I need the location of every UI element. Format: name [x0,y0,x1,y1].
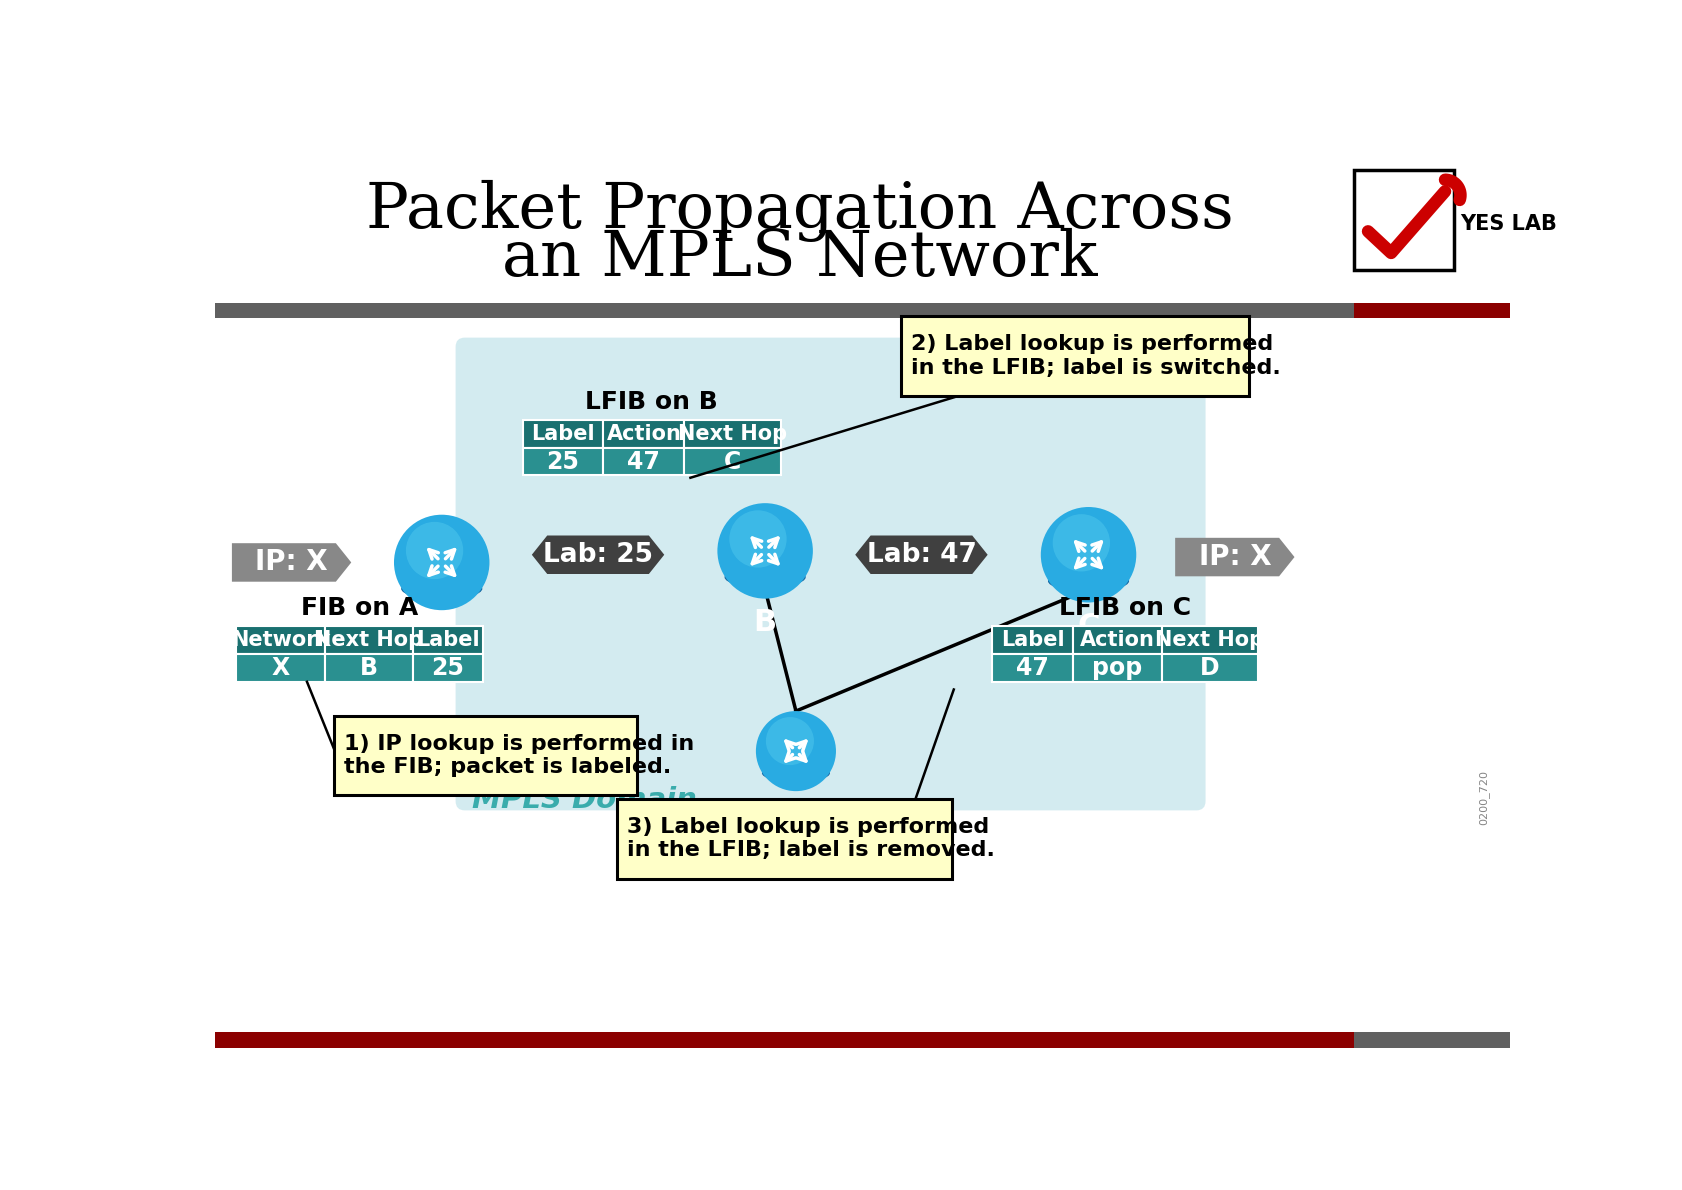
Bar [325,654,414,682]
Text: Label: Label [1001,631,1065,650]
Text: YES LAB: YES LAB [1460,214,1556,233]
Bar [1073,626,1161,655]
Text: B: B [360,656,378,679]
Bar [604,447,685,476]
Text: D: D [1199,656,1219,679]
Text: LFIB on B: LFIB on B [585,390,718,414]
Bar [1161,626,1256,655]
Text: C: C [723,450,740,474]
Text: Label: Label [532,424,594,444]
Bar [235,626,325,655]
FancyBboxPatch shape [902,317,1248,396]
Circle shape [1053,514,1110,571]
Text: Packet Propagation Across: Packet Propagation Across [365,180,1233,242]
Text: 0200_720: 0200_720 [1477,770,1489,825]
FancyBboxPatch shape [456,338,1204,810]
Bar [414,626,483,655]
Text: A: A [429,620,452,649]
Text: 2) Label lookup is performed
in the LFIB; label is switched.: 2) Label lookup is performed in the LFIB… [912,334,1280,377]
Text: IP: X: IP: X [256,549,328,576]
Text: FIB on A: FIB on A [301,596,417,620]
Circle shape [717,503,812,599]
Text: Next Hop: Next Hop [1154,631,1263,650]
Text: X: X [271,656,289,679]
Polygon shape [532,536,664,574]
Bar [685,447,780,476]
Bar [523,420,604,447]
Bar [992,654,1073,682]
Text: pop: pop [1092,656,1142,679]
Ellipse shape [762,764,829,782]
Bar [992,626,1073,655]
Bar [325,626,414,655]
Text: Network: Network [230,631,330,650]
FancyBboxPatch shape [616,798,952,879]
Text: 25: 25 [431,656,464,679]
Text: 47: 47 [1016,656,1048,679]
Bar [235,654,325,682]
Text: LFIB on C: LFIB on C [1058,596,1191,620]
Bar [685,420,780,447]
Bar [523,447,604,476]
Bar [214,1032,1354,1047]
Text: Lab: 47: Lab: 47 [866,541,976,568]
Text: MPLS Domain: MPLS Domain [471,785,696,814]
Text: E: E [785,801,806,829]
Circle shape [755,712,836,791]
Bar [1354,303,1510,319]
Bar [1354,1032,1510,1047]
Circle shape [394,515,489,610]
Circle shape [405,522,463,580]
Bar [1354,170,1453,270]
Text: an MPLS Network: an MPLS Network [501,227,1097,289]
Text: Next Hop: Next Hop [315,631,424,650]
Bar [604,420,685,447]
Circle shape [765,718,814,765]
Circle shape [1039,507,1135,602]
Text: Action: Action [606,424,681,444]
Bar [214,303,1354,319]
Ellipse shape [400,578,483,600]
Text: 47: 47 [627,450,659,474]
Bar [1161,654,1256,682]
Text: 1) IP lookup is performed in
the FIB; packet is labeled.: 1) IP lookup is performed in the FIB; pa… [343,734,693,777]
Text: B: B [754,608,775,637]
Text: Action: Action [1080,631,1154,650]
Polygon shape [854,536,987,574]
Text: Lab: 25: Lab: 25 [543,541,653,568]
FancyBboxPatch shape [333,716,637,795]
Bar [414,654,483,682]
Polygon shape [232,543,352,582]
Text: Next Hop: Next Hop [678,424,787,444]
Bar [1073,654,1161,682]
Polygon shape [1174,538,1293,576]
Text: 3) Label lookup is performed
in the LFIB; label is removed.: 3) Label lookup is performed in the LFIB… [626,818,994,860]
Text: 25: 25 [547,450,579,474]
Text: C: C [1076,612,1098,640]
Circle shape [728,511,785,568]
Text: IP: X: IP: X [1198,543,1270,571]
Ellipse shape [1048,570,1129,591]
Ellipse shape [725,566,806,588]
Text: Label: Label [415,631,479,650]
